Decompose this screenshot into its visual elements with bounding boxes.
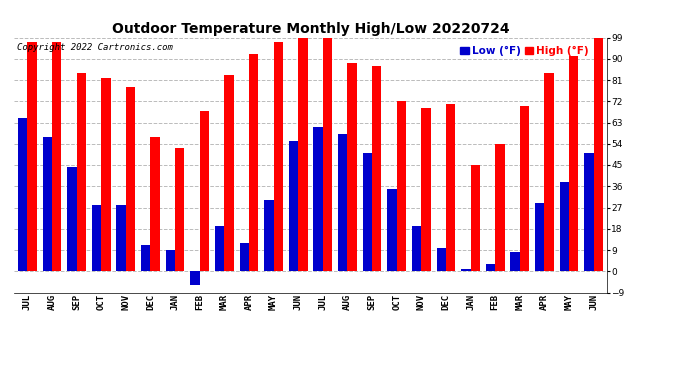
Bar — [397, 101, 406, 271]
Bar — [486, 264, 495, 271]
Bar — [495, 144, 504, 271]
Bar — [117, 205, 126, 271]
Bar — [313, 127, 323, 271]
Bar — [239, 243, 249, 271]
Bar — [92, 205, 101, 271]
Bar — [584, 153, 593, 271]
Bar — [298, 38, 308, 271]
Bar — [249, 54, 258, 271]
Bar — [387, 189, 397, 271]
Bar — [215, 226, 224, 271]
Bar — [289, 141, 298, 271]
Bar — [18, 118, 28, 271]
Bar — [264, 200, 273, 271]
Bar — [101, 78, 110, 271]
Bar — [446, 104, 455, 271]
Bar — [77, 73, 86, 271]
Bar — [461, 269, 471, 271]
Bar — [363, 153, 372, 271]
Bar — [67, 167, 77, 271]
Bar — [199, 111, 209, 271]
Bar — [323, 38, 332, 271]
Bar — [520, 106, 529, 271]
Bar — [273, 42, 283, 271]
Bar — [593, 35, 603, 271]
Bar — [348, 63, 357, 271]
Bar — [126, 87, 135, 271]
Bar — [166, 250, 175, 271]
Bar — [422, 108, 431, 271]
Bar — [190, 271, 199, 285]
Bar — [28, 42, 37, 271]
Bar — [412, 226, 422, 271]
Bar — [437, 248, 446, 271]
Legend: Low (°F), High (°F): Low (°F), High (°F) — [460, 45, 590, 57]
Bar — [372, 66, 382, 271]
Bar — [511, 252, 520, 271]
Bar — [141, 245, 150, 271]
Bar — [175, 148, 184, 271]
Bar — [150, 136, 160, 271]
Bar — [471, 165, 480, 271]
Bar — [560, 182, 569, 271]
Bar — [338, 134, 348, 271]
Bar — [569, 56, 578, 271]
Text: Copyright 2022 Cartronics.com: Copyright 2022 Cartronics.com — [17, 43, 172, 52]
Bar — [544, 73, 554, 271]
Bar — [43, 136, 52, 271]
Title: Outdoor Temperature Monthly High/Low 20220724: Outdoor Temperature Monthly High/Low 202… — [112, 22, 509, 36]
Bar — [535, 203, 544, 271]
Bar — [224, 75, 234, 271]
Bar — [52, 42, 61, 271]
